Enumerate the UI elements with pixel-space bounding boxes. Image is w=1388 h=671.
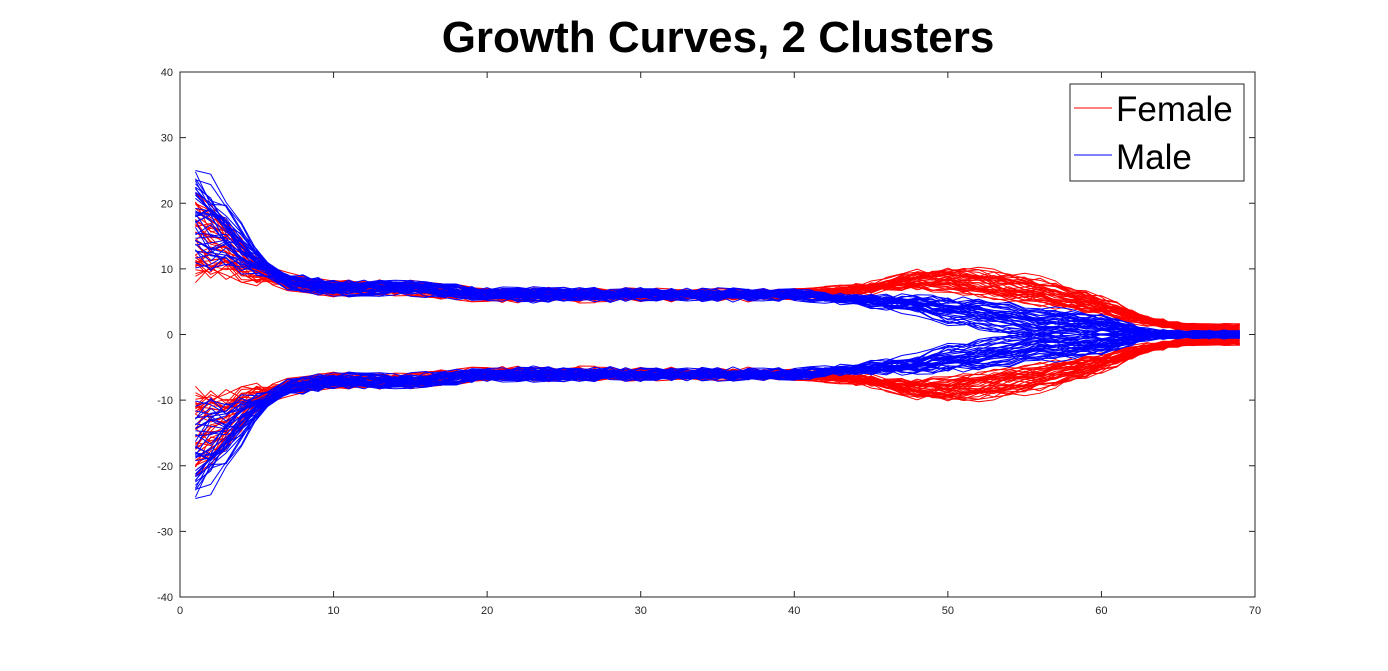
male-curve-lower — [195, 329, 1240, 483]
x-tick-label: 20 — [481, 605, 493, 617]
x-tick-label: 0 — [177, 605, 183, 617]
male-curve-upper — [195, 207, 1240, 336]
male-curve-upper — [195, 188, 1240, 339]
y-tick-label: 20 — [161, 198, 173, 210]
male-curve-upper — [195, 193, 1240, 339]
y-tick-label: 0 — [167, 330, 173, 342]
x-tick-label: 50 — [942, 605, 954, 617]
y-tick-label: -40 — [157, 592, 173, 604]
x-tick-label: 70 — [1249, 605, 1261, 617]
legend-box — [1069, 83, 1245, 182]
female-curve-upper — [195, 224, 1240, 333]
y-tick-label: 10 — [161, 264, 173, 276]
plot-lines — [194, 170, 1240, 499]
male-curve-upper — [195, 224, 1240, 339]
male-curve-lower — [195, 330, 1240, 481]
male-curve-lower — [195, 331, 1240, 490]
y-tick-label: -10 — [157, 395, 173, 407]
male-curve-lower — [195, 330, 1240, 445]
male-curve-lower — [195, 333, 1240, 462]
male-curve-lower — [195, 333, 1240, 462]
female-curve-lower — [195, 338, 1240, 462]
male-curve-upper — [195, 247, 1240, 338]
male-curve-lower — [195, 330, 1240, 426]
male-curve-upper — [195, 243, 1240, 339]
male-curve-lower — [195, 331, 1240, 475]
legend[interactable]: Female Male — [1069, 83, 1245, 182]
legend-label-male: Male — [1116, 138, 1192, 177]
y-tick-label: -20 — [157, 461, 173, 473]
male-curve-upper — [195, 194, 1240, 338]
x-tick-label: 30 — [635, 605, 647, 617]
female-curve-lower — [195, 339, 1240, 468]
y-axis: -40 -30 -20 -10 0 10 20 30 40 — [157, 67, 1255, 604]
female-curve-upper — [195, 207, 1240, 331]
y-tick-label: 40 — [161, 67, 173, 79]
y-tick-label: -30 — [157, 526, 173, 538]
female-curve-lower — [195, 336, 1240, 445]
male-curve-lower — [195, 330, 1240, 476]
chart-title: Growth Curves, 2 Clusters — [442, 13, 995, 62]
legend-label-female: Female — [1116, 90, 1233, 129]
x-tick-label: 60 — [1095, 605, 1107, 617]
male-curve-upper — [195, 186, 1240, 340]
y-tick-label: 30 — [161, 133, 173, 145]
x-axis: 0 10 20 30 40 50 60 70 — [177, 72, 1261, 617]
female-curve-upper — [195, 201, 1240, 330]
x-tick-label: 10 — [327, 605, 339, 617]
male-curve-upper — [195, 207, 1240, 336]
male-curve-upper — [195, 179, 1240, 338]
male-curve-lower — [194, 330, 1240, 482]
male-curve-lower — [195, 331, 1240, 422]
x-tick-label: 40 — [788, 605, 800, 617]
male-curve-upper — [194, 187, 1240, 339]
